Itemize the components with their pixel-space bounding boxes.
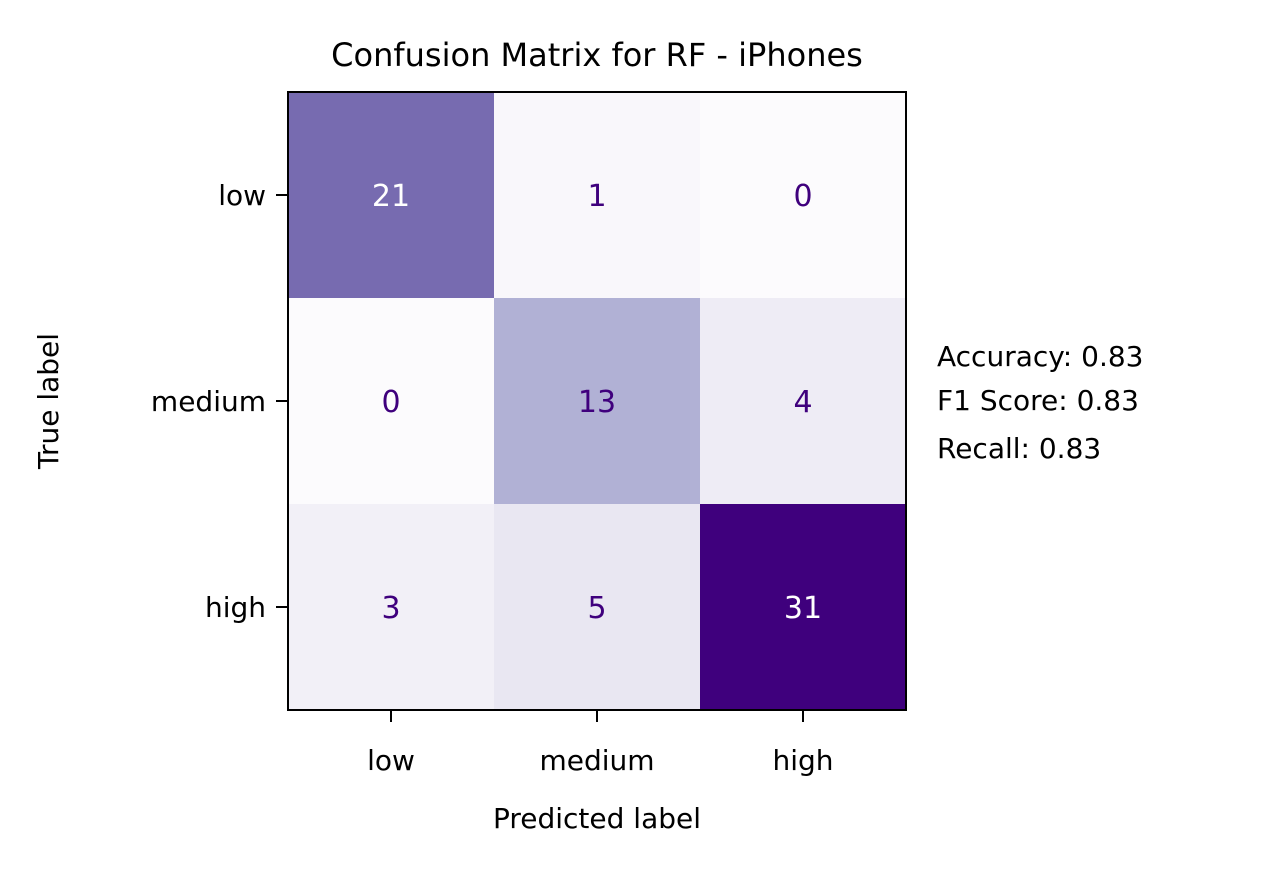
cell-value-medium-high: 4 xyxy=(793,385,812,420)
x-tick-label-low: low xyxy=(367,744,415,777)
x-tick-label-high: high xyxy=(772,744,833,777)
heatmap-cell-high-low xyxy=(288,504,495,711)
chart-title: Confusion Matrix for RF - iPhones xyxy=(331,36,863,74)
heatmap-cell-low-high xyxy=(700,92,907,299)
heatmap-cell-medium-low xyxy=(288,298,495,505)
metric-f1-score: F1 Score: 0.83 xyxy=(937,384,1139,417)
cell-value-high-medium: 5 xyxy=(587,591,606,626)
x-axis-ticks: low medium high xyxy=(367,710,834,777)
cell-value-low-high: 0 xyxy=(793,179,812,214)
heatmap-cells xyxy=(288,92,907,711)
y-tick-label-high: high xyxy=(205,591,266,624)
heatmap-cell-high-high xyxy=(700,504,907,711)
metrics-annotation: Accuracy: 0.83 F1 Score: 0.83 Recall: 0.… xyxy=(937,340,1143,465)
y-tick-label-low: low xyxy=(218,179,266,212)
cell-value-medium-medium: 13 xyxy=(578,385,616,420)
y-axis-label: True label xyxy=(32,333,65,470)
x-axis-label: Predicted label xyxy=(493,802,701,835)
cell-value-high-low: 3 xyxy=(381,591,400,626)
cell-value-high-high: 31 xyxy=(784,591,822,626)
cell-value-low-medium: 1 xyxy=(587,179,606,214)
heatmap-cell-medium-high xyxy=(700,298,907,505)
metric-accuracy: Accuracy: 0.83 xyxy=(937,340,1143,373)
heatmap-cell-high-medium xyxy=(494,504,701,711)
heatmap-cell-medium-medium xyxy=(494,298,701,505)
x-tick-label-medium: medium xyxy=(539,744,654,777)
cell-value-low-low: 21 xyxy=(372,179,410,214)
y-tick-label-medium: medium xyxy=(151,385,266,418)
metric-recall: Recall: 0.83 xyxy=(937,432,1101,465)
heatmap-cell-low-low xyxy=(288,92,495,299)
heatmap-cell-low-medium xyxy=(494,92,701,299)
cell-value-medium-low: 0 xyxy=(381,385,400,420)
y-axis-ticks: low medium high xyxy=(151,179,288,624)
cell-value-labels: 21 1 0 0 13 4 3 5 31 xyxy=(372,179,822,626)
